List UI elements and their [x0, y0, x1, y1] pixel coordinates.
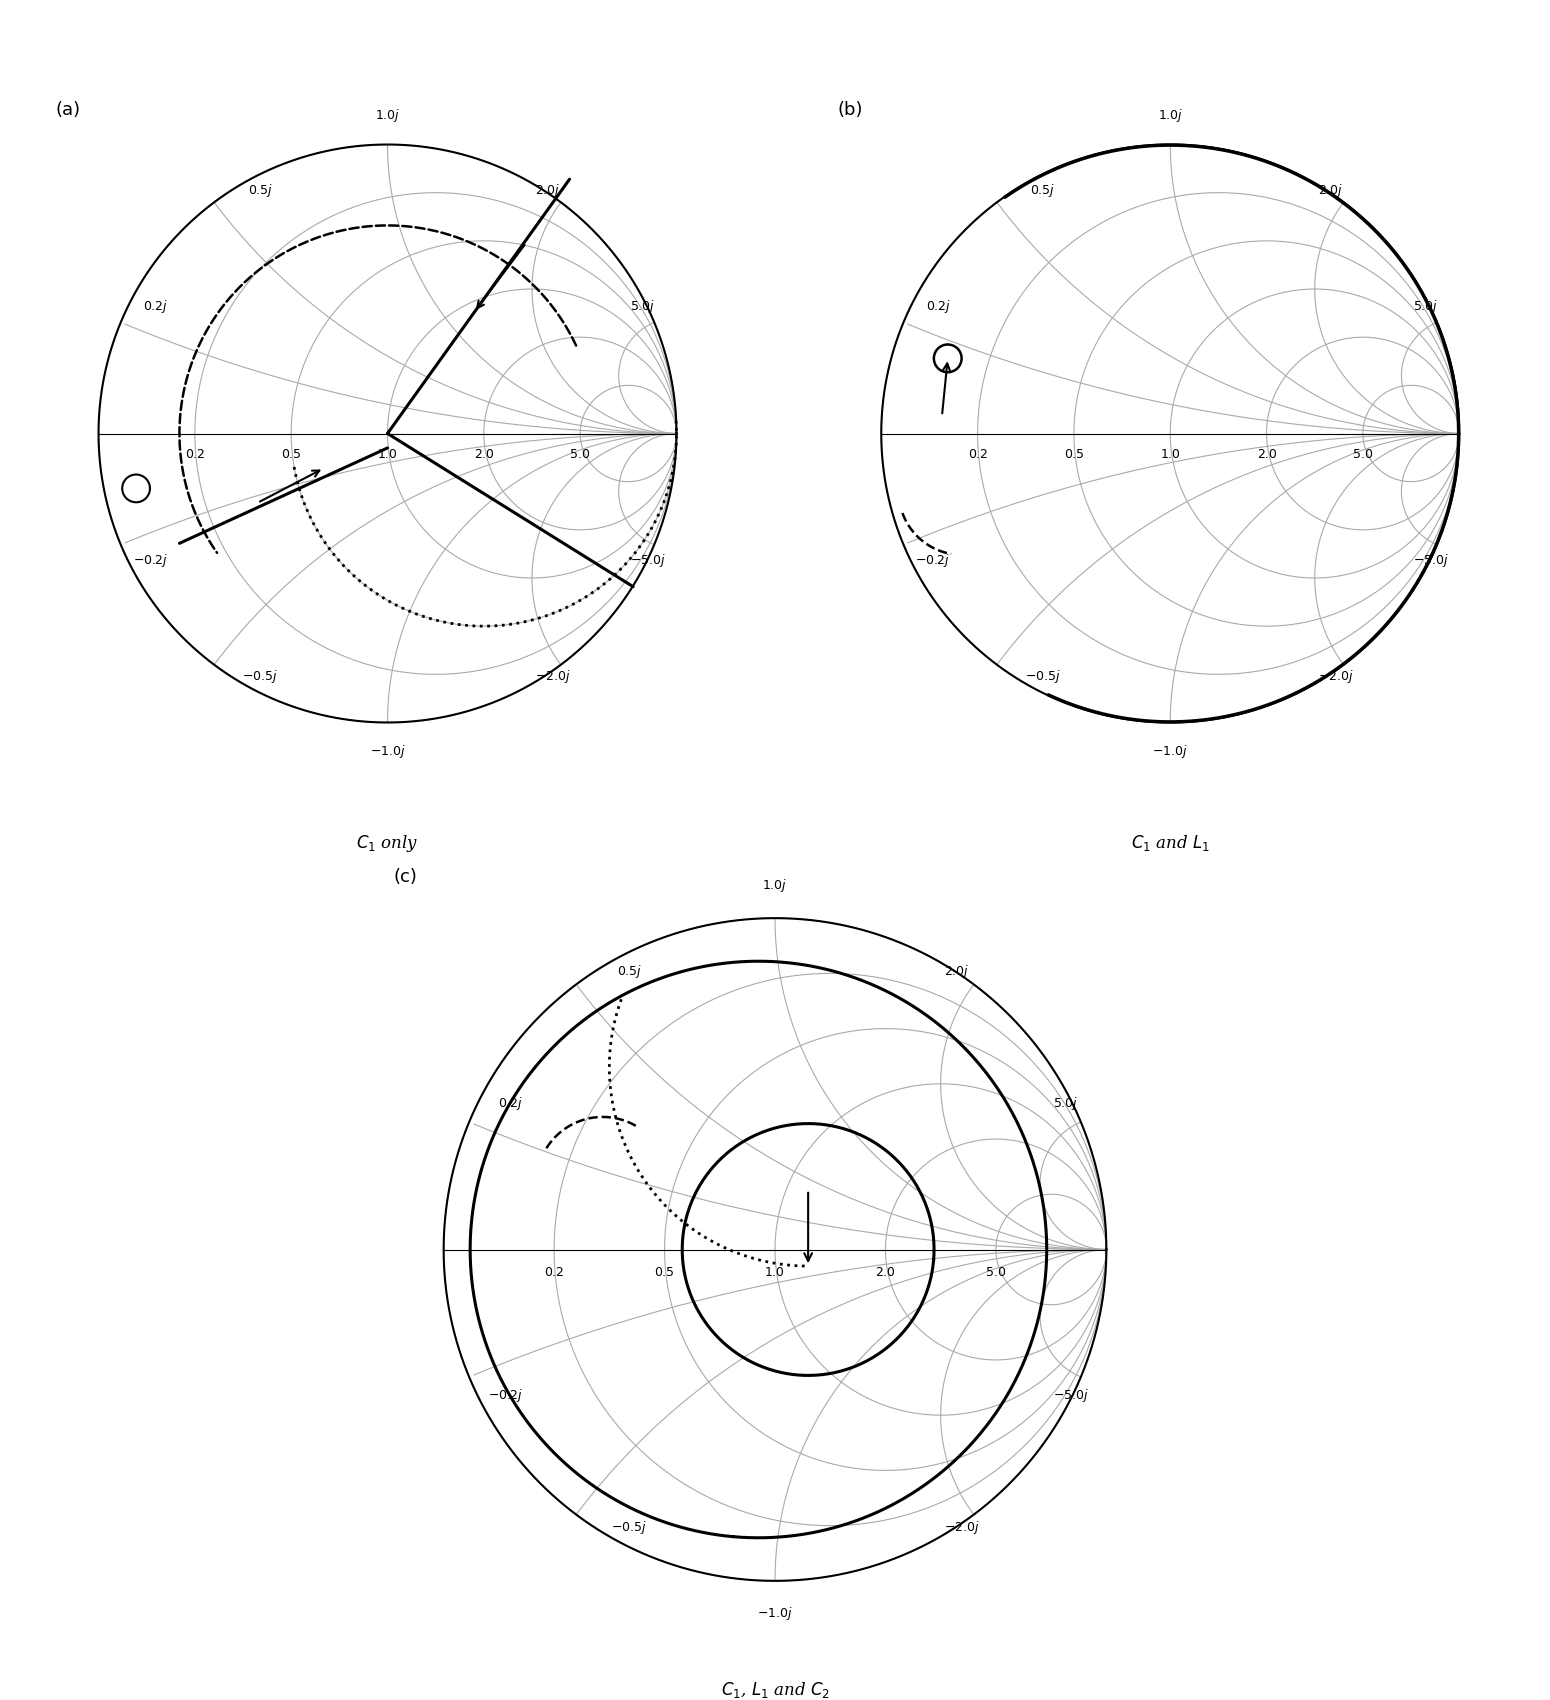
- Text: 0.2: 0.2: [967, 447, 987, 461]
- Text: $0.2j$: $0.2j$: [499, 1095, 524, 1112]
- Text: 2.0: 2.0: [1257, 447, 1277, 461]
- Text: 0.5: 0.5: [654, 1266, 674, 1278]
- Text: $2.0j$: $2.0j$: [1318, 182, 1342, 199]
- Text: $-0.2j$: $-0.2j$: [488, 1387, 524, 1404]
- Text: $-0.2j$: $-0.2j$: [916, 552, 950, 570]
- Text: $-1.0j$: $-1.0j$: [369, 743, 406, 760]
- Text: 0.2: 0.2: [184, 447, 205, 461]
- Text: $-2.0j$: $-2.0j$: [1318, 668, 1353, 685]
- Text: $2.0j$: $2.0j$: [944, 962, 969, 979]
- Text: 1.0: 1.0: [378, 447, 397, 461]
- Text: (b): (b): [839, 102, 863, 119]
- Text: 5.0: 5.0: [570, 447, 591, 461]
- Text: 0.5: 0.5: [281, 447, 301, 461]
- Text: $-5.0j$: $-5.0j$: [1054, 1387, 1090, 1404]
- Text: 0.5: 0.5: [1063, 447, 1083, 461]
- Text: $-1.0j$: $-1.0j$: [1152, 743, 1189, 760]
- Text: $5.0j$: $5.0j$: [631, 298, 656, 314]
- Text: $-0.5j$: $-0.5j$: [242, 668, 279, 685]
- Text: $C_1$ only: $C_1$ only: [356, 833, 418, 853]
- Text: $-5.0j$: $-5.0j$: [631, 552, 666, 570]
- Text: $-0.2j$: $-0.2j$: [133, 552, 167, 570]
- Text: $2.0j$: $2.0j$: [535, 182, 560, 199]
- Text: $-2.0j$: $-2.0j$: [535, 668, 570, 685]
- Text: $5.0j$: $5.0j$: [1054, 1095, 1079, 1112]
- Text: $-5.0j$: $-5.0j$: [1414, 552, 1449, 570]
- Text: $C_1$ and $L_1$: $C_1$ and $L_1$: [1132, 833, 1209, 853]
- Text: 2.0: 2.0: [474, 447, 494, 461]
- Text: $0.5j$: $0.5j$: [248, 182, 273, 199]
- Text: $0.2j$: $0.2j$: [143, 298, 167, 314]
- Text: 5.0: 5.0: [1353, 447, 1373, 461]
- Text: $1.0j$: $1.0j$: [375, 107, 400, 124]
- Text: $-2.0j$: $-2.0j$: [944, 1520, 980, 1537]
- Text: 1.0: 1.0: [766, 1266, 784, 1278]
- Text: 1.0: 1.0: [1161, 447, 1180, 461]
- Text: (c): (c): [394, 869, 418, 886]
- Text: $0.5j$: $0.5j$: [1031, 182, 1056, 199]
- Text: (a): (a): [56, 102, 81, 119]
- Text: $1.0j$: $1.0j$: [763, 877, 787, 894]
- Text: $5.0j$: $5.0j$: [1414, 298, 1438, 314]
- Text: 5.0: 5.0: [986, 1266, 1006, 1278]
- Text: $-0.5j$: $-0.5j$: [611, 1520, 646, 1537]
- Text: $1.0j$: $1.0j$: [1158, 107, 1183, 124]
- Text: 0.2: 0.2: [544, 1266, 564, 1278]
- Text: $C_1$, $L_1$ and $C_2$: $C_1$, $L_1$ and $C_2$: [721, 1680, 829, 1700]
- Text: $0.5j$: $0.5j$: [617, 962, 642, 979]
- Text: $-1.0j$: $-1.0j$: [756, 1605, 794, 1622]
- Text: 2.0: 2.0: [876, 1266, 896, 1278]
- Text: $-0.5j$: $-0.5j$: [1025, 668, 1062, 685]
- Text: $0.2j$: $0.2j$: [925, 298, 950, 314]
